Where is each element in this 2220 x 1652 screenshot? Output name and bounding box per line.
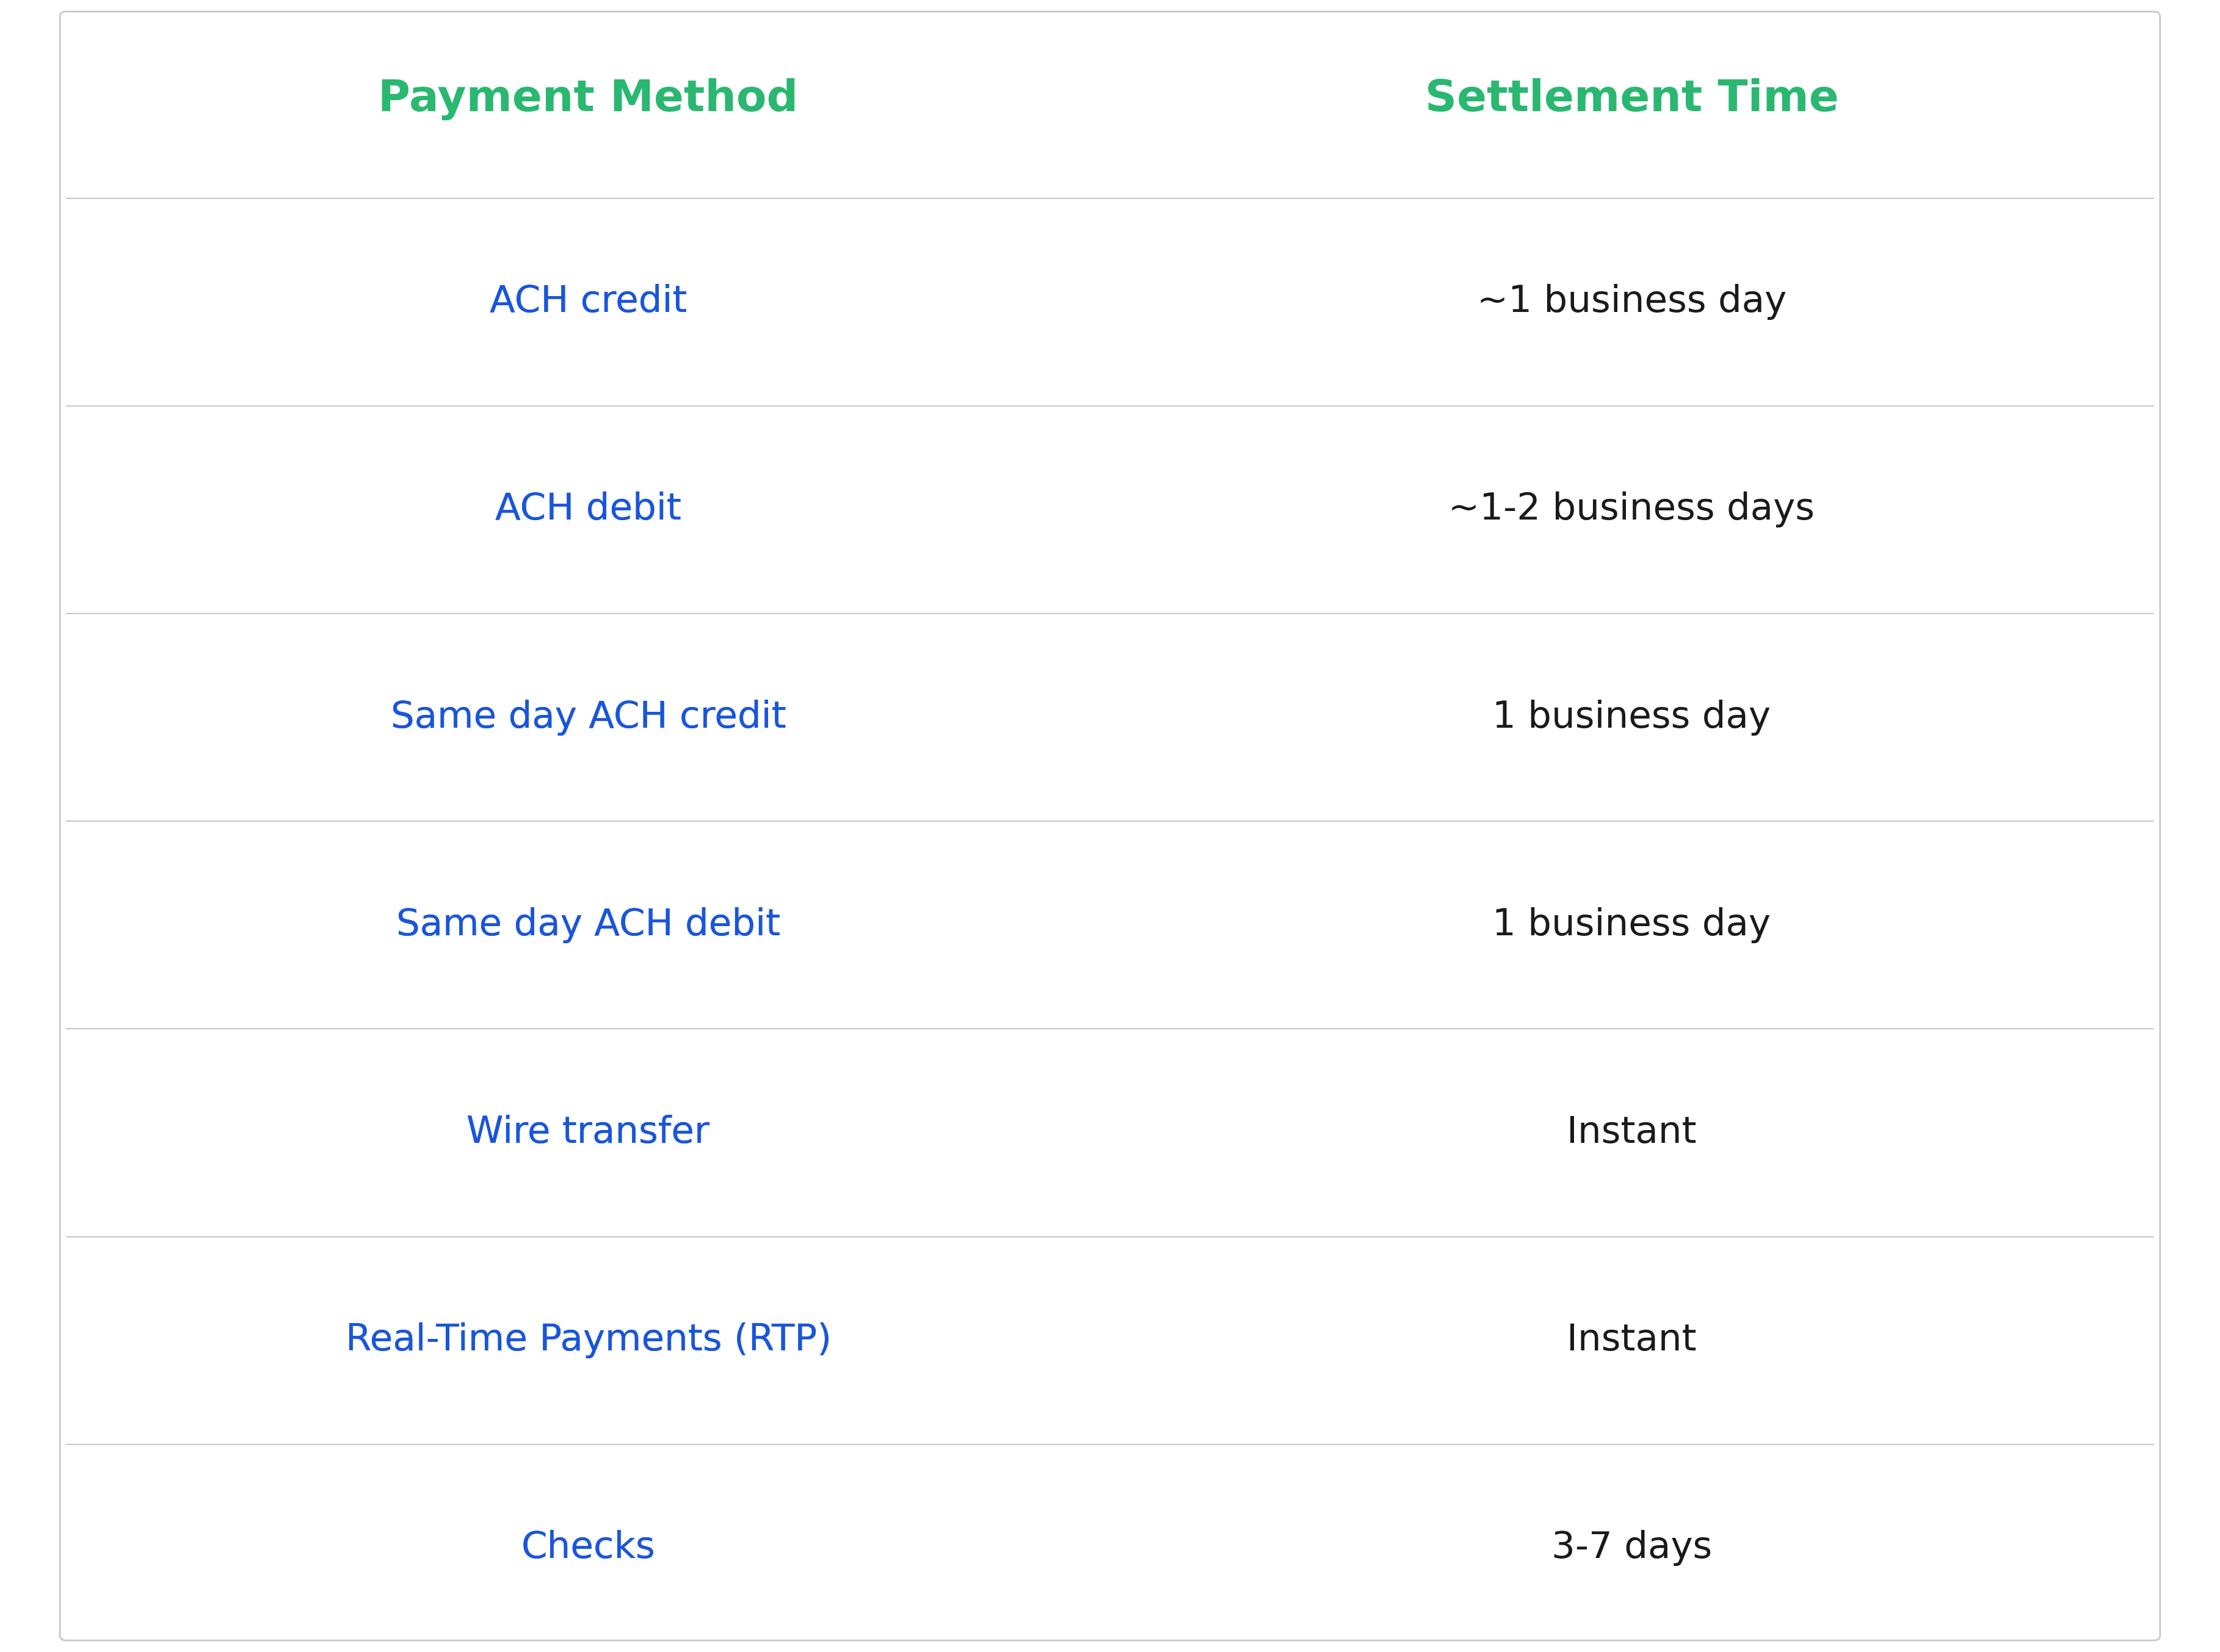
Text: Settlement Time: Settlement Time [1425, 78, 1838, 121]
Text: Same day ACH debit: Same day ACH debit [395, 907, 781, 943]
Text: Real-Time Payments (RTP): Real-Time Payments (RTP) [346, 1323, 830, 1358]
Text: Same day ACH credit: Same day ACH credit [391, 699, 786, 735]
Text: Wire transfer: Wire transfer [466, 1115, 710, 1151]
Text: Checks: Checks [522, 1530, 655, 1566]
Text: Checks: Checks [522, 1530, 655, 1566]
Text: 1 business day: 1 business day [1492, 699, 1772, 735]
Text: Same day ACH credit: Same day ACH credit [391, 699, 786, 735]
Text: Payment Method: Payment Method [377, 78, 799, 121]
Text: Real-Time Payments (RTP): Real-Time Payments (RTP) [346, 1323, 830, 1358]
Text: Same day ACH debit: Same day ACH debit [395, 907, 781, 943]
Text: ~1 business day: ~1 business day [1476, 284, 1787, 320]
Text: Instant: Instant [1567, 1323, 1696, 1358]
Text: ACH credit: ACH credit [491, 284, 686, 320]
Text: 1 business day: 1 business day [1492, 907, 1772, 943]
Text: ACH credit: ACH credit [491, 284, 686, 320]
FancyBboxPatch shape [60, 12, 2160, 1640]
Text: ACH debit: ACH debit [495, 492, 682, 527]
Text: 3-7 days: 3-7 days [1552, 1530, 1712, 1566]
Text: ~1-2 business days: ~1-2 business days [1447, 492, 1816, 527]
Text: ACH debit: ACH debit [495, 492, 682, 527]
Text: Instant: Instant [1567, 1115, 1696, 1151]
Text: Wire transfer: Wire transfer [466, 1115, 710, 1151]
